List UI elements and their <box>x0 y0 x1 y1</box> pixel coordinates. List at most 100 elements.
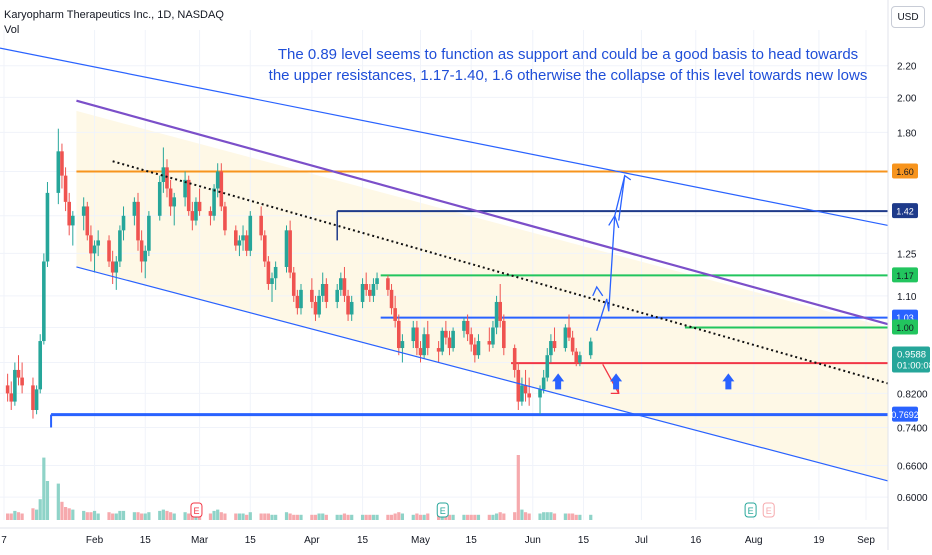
time-tick-label: Feb <box>86 535 104 546</box>
candle-body <box>219 171 224 207</box>
volume-bar <box>263 513 267 520</box>
level-price-text: 1.03 <box>896 313 914 323</box>
volume-bar <box>223 513 227 520</box>
volume-bar <box>371 514 376 520</box>
volume-bar <box>85 512 89 520</box>
earnings-marker-icon <box>190 502 203 518</box>
volume-bar <box>121 510 126 520</box>
candle-body <box>512 348 517 370</box>
candle-body <box>552 341 557 349</box>
bullish-projection-arrow <box>596 215 616 332</box>
candle-body <box>465 320 470 335</box>
candle-body <box>494 301 499 328</box>
volume-bar <box>143 513 147 520</box>
last-price-value: 0.9588 <box>897 349 926 360</box>
candle-body <box>132 201 137 216</box>
volume-bar <box>9 513 13 520</box>
candle-body <box>96 240 100 246</box>
candle-body <box>208 211 213 216</box>
candle-body <box>339 278 343 290</box>
price-tick-label: 1.10 <box>897 292 917 303</box>
candle-body <box>364 283 368 290</box>
volume-bar <box>310 514 314 520</box>
price-tick-label: 0.6000 <box>897 493 928 504</box>
volume-bar <box>574 514 578 520</box>
annotation-text: The 0.89 level seems to function as supp… <box>258 44 878 86</box>
earnings-marker-icon <box>436 502 449 518</box>
candle-body <box>237 240 242 246</box>
chart-title: Karyopharm Therapeutics Inc., 1D, NASDAQ <box>4 9 224 21</box>
candle-body <box>487 341 492 345</box>
candle-body <box>523 385 528 394</box>
candle-body <box>110 261 115 273</box>
volume-bar <box>447 514 452 520</box>
volume-bar <box>350 514 354 520</box>
volume-bar <box>266 513 270 520</box>
volume-bar <box>172 513 176 520</box>
candle-body <box>422 334 426 356</box>
candle-body <box>157 182 162 216</box>
volume-bar <box>346 514 350 520</box>
volume-bar <box>494 513 499 520</box>
candle-body <box>545 355 550 378</box>
candle-body <box>139 240 144 262</box>
candle-body <box>284 230 289 267</box>
earnings-marker-label: E <box>748 506 754 516</box>
candle-body <box>56 151 61 193</box>
level-price-tag <box>892 203 918 219</box>
volume-bar <box>542 512 546 520</box>
candle-body <box>451 330 455 349</box>
candle-body <box>262 235 267 262</box>
channel-upper-line <box>0 47 889 227</box>
volume-bar <box>216 509 220 520</box>
price-tick-label: 0.6600 <box>897 461 928 472</box>
volume-bar <box>71 509 75 520</box>
volume-bar <box>284 512 289 520</box>
level-price-tag <box>892 406 918 422</box>
support-arrow-icon <box>722 373 735 390</box>
candle-body <box>107 240 111 262</box>
price-tick-label: 0.7400 <box>897 423 928 434</box>
candle-body <box>324 283 329 302</box>
time-tick-label: Aug <box>745 535 763 546</box>
volume-bar <box>212 510 216 520</box>
candle-body <box>114 261 119 273</box>
volume-bar <box>45 481 50 520</box>
volume-bar <box>368 514 372 520</box>
earnings-marker-label: E <box>193 506 199 516</box>
volume-bar <box>187 513 191 520</box>
candle-body <box>386 278 390 290</box>
volume-bar <box>389 514 394 520</box>
candle-body <box>418 348 423 356</box>
volume-bar <box>292 514 296 520</box>
candle-body <box>81 206 86 216</box>
volume-bar <box>20 513 24 520</box>
candle-body <box>567 327 571 338</box>
volume-bar <box>183 512 187 520</box>
candle-body <box>223 206 227 231</box>
volume-bar <box>589 514 593 520</box>
level-price-text: 0.7692 <box>891 410 919 420</box>
volume-bar <box>437 514 441 520</box>
candle-body <box>212 188 216 216</box>
volume-bar <box>63 507 68 520</box>
earnings-marker-icon <box>744 502 757 518</box>
candle-body <box>436 348 441 352</box>
candle-body <box>183 179 187 198</box>
volume-bar <box>545 512 549 520</box>
candle-body <box>273 266 278 279</box>
volume-bar <box>469 514 473 520</box>
candle-body <box>491 327 495 345</box>
volume-bar <box>317 513 321 520</box>
volume-bar <box>82 510 86 520</box>
currency-button[interactable]: USD <box>891 6 925 28</box>
candle-body <box>147 215 151 251</box>
candle-body <box>320 283 325 296</box>
time-tick-label: 15 <box>357 535 369 546</box>
volume-bar <box>516 455 520 520</box>
volume-bar <box>13 510 17 520</box>
candle-body <box>313 301 318 315</box>
volume-bar <box>422 514 426 520</box>
